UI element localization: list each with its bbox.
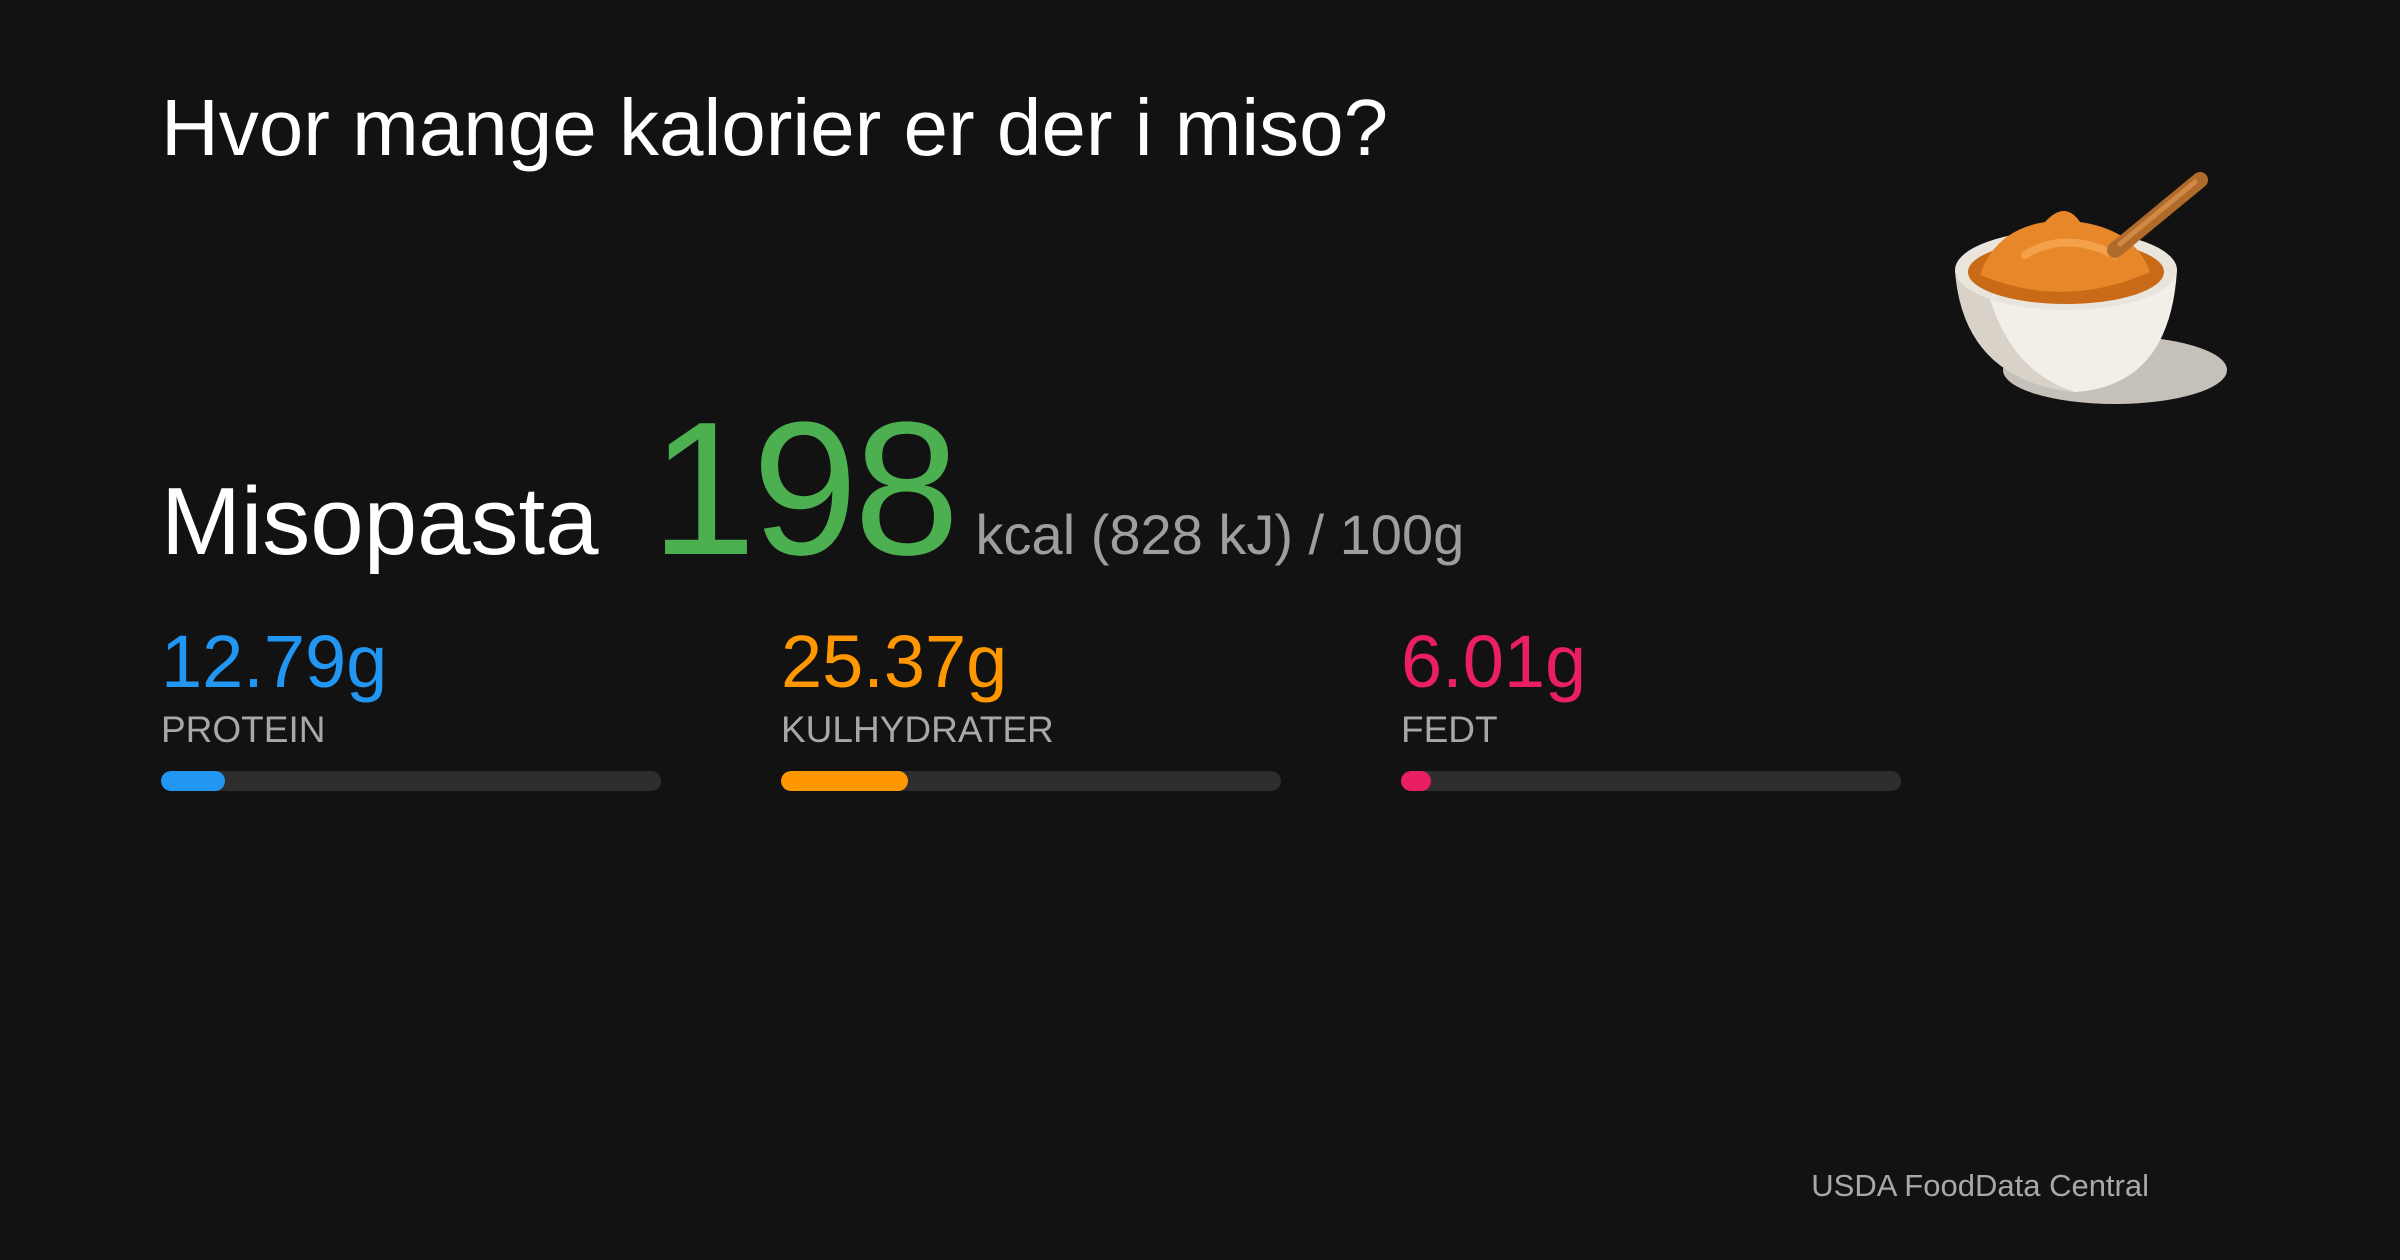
progress-track [781, 771, 1281, 791]
macro-value: 6.01g [1401, 620, 1587, 703]
macro-value: 25.37g [781, 620, 1008, 703]
kcal-value: 198 [650, 383, 960, 595]
progress-track [1401, 771, 1901, 791]
progress-fill [161, 771, 225, 791]
macro-name: PROTEIN [161, 709, 326, 750]
macro: 12.79g PROTEIN [161, 625, 661, 791]
progress-fill [781, 771, 908, 791]
source: USDA FoodData Central [1811, 1168, 2149, 1203]
macro-name: KULHYDRATER [781, 709, 1054, 750]
bowl-illustration [1955, 172, 2227, 404]
macro-value: 12.79g [161, 620, 388, 703]
kcal-unit: kcal (828 kJ) / 100g [975, 503, 1465, 566]
macro: 6.01g FEDT [1401, 625, 1901, 791]
hero: Misopasta 198 kcal (828 kJ) / 100g [161, 380, 1464, 598]
food-name: Misopasta [161, 468, 599, 575]
progress-track [161, 771, 661, 791]
title: Hvor mange kalorier er der i miso? [161, 83, 1389, 172]
macro-name: FEDT [1401, 709, 1498, 750]
progress-fill [1401, 771, 1432, 791]
macro: 25.37g KULHYDRATER [781, 625, 1281, 791]
